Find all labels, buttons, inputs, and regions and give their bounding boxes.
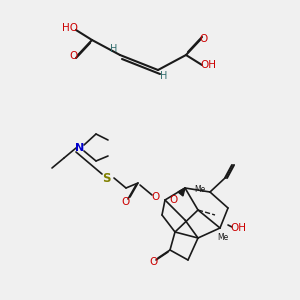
Text: HO: HO: [62, 23, 78, 33]
Text: O: O: [121, 197, 129, 207]
Text: O: O: [152, 192, 160, 202]
Text: O: O: [169, 195, 177, 205]
Text: O: O: [149, 257, 157, 267]
Text: O: O: [70, 51, 78, 61]
Text: O: O: [200, 34, 208, 44]
Text: H: H: [160, 71, 168, 81]
Text: OH: OH: [230, 223, 246, 233]
Text: H: H: [110, 44, 118, 54]
Text: Me: Me: [218, 233, 229, 242]
Text: OH: OH: [200, 60, 216, 70]
Text: S: S: [102, 172, 110, 184]
Text: N: N: [75, 143, 85, 153]
Text: Me: Me: [194, 185, 206, 194]
Polygon shape: [178, 188, 185, 196]
